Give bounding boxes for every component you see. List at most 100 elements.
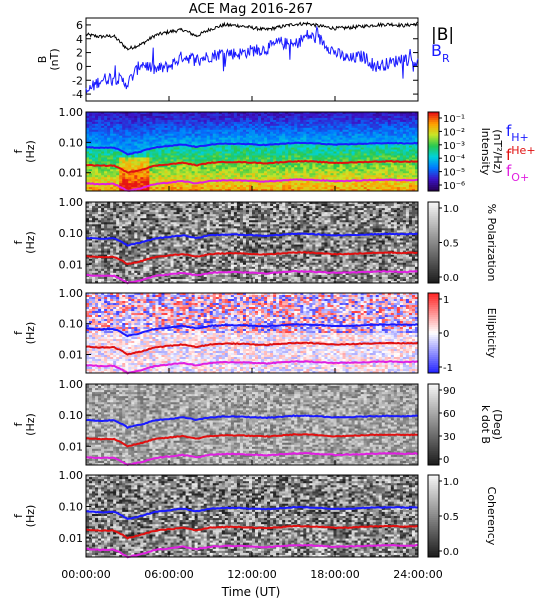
heatmap-cell	[393, 113, 398, 117]
heatmap-cell	[390, 187, 395, 190]
heatmap-cell	[315, 112, 319, 115]
heatmap-cell	[164, 153, 168, 156]
heatmap-cell	[101, 113, 105, 117]
heatmap-cell	[167, 157, 171, 160]
heatmap-cell	[95, 167, 99, 170]
heatmap-cell	[288, 131, 292, 135]
heatmap-cell	[242, 125, 247, 129]
heatmap-cell	[396, 127, 401, 131]
heatmap-cell	[158, 171, 162, 174]
heatmap-cell	[185, 167, 190, 170]
heatmap-cell	[390, 112, 395, 115]
heatmap-cell	[354, 187, 359, 190]
heatmap-cell	[218, 149, 223, 152]
heatmap-cell	[146, 163, 150, 166]
heatmap-cell	[324, 137, 328, 141]
heatmap-cell	[188, 133, 193, 137]
heatmap-cell	[264, 121, 268, 125]
heatmap-cell	[396, 119, 401, 123]
heatmap-cell	[285, 185, 289, 188]
heatmap-cell	[125, 149, 129, 152]
heatmap-cell	[236, 159, 241, 162]
heatmap-cell	[285, 117, 289, 121]
heatmap-cell	[252, 177, 256, 180]
heatmap-cell	[119, 157, 123, 160]
heatmap-cell	[173, 171, 177, 174]
heatmap-cell	[372, 177, 377, 180]
heatmap-cell	[312, 165, 316, 168]
heatmap-cell	[354, 165, 359, 168]
heatmap-cell	[315, 145, 319, 148]
heatmap-cell	[131, 131, 135, 135]
heatmap-cell	[209, 149, 214, 152]
heatmap-cell	[167, 173, 171, 176]
heatmap-cell	[297, 183, 301, 186]
heatmap-cell	[336, 155, 340, 158]
heatmap-cell	[185, 129, 190, 133]
heatmap-cell	[270, 175, 274, 178]
heatmap-cell	[282, 175, 286, 178]
heatmap-cell	[309, 147, 313, 150]
heatmap-cell	[354, 183, 359, 186]
heatmap-cell	[107, 181, 111, 184]
heatmap-cell	[288, 139, 292, 143]
heatmap-cell	[173, 169, 177, 172]
heatmap-cell	[360, 181, 365, 184]
heatmap-cell	[309, 187, 313, 190]
heatmap-cell	[318, 145, 322, 148]
heatmap-cell	[306, 139, 310, 143]
heatmap-cell	[351, 173, 356, 176]
heatmap-cell	[324, 185, 328, 188]
heatmap-cell	[119, 161, 123, 164]
heatmap-cell	[203, 147, 208, 150]
heatmap-cell	[227, 115, 232, 119]
heatmap-cell	[242, 139, 247, 143]
heatmap-cell	[212, 147, 217, 150]
heatmap-cell	[267, 123, 271, 127]
heatmap-cell	[393, 149, 398, 152]
heatmap-cell	[215, 177, 220, 180]
heatmap-cell	[270, 165, 274, 168]
heatmap-cell	[309, 123, 313, 127]
heatmap-cell	[255, 133, 259, 137]
heatmap-cell	[282, 187, 286, 190]
heatmap-cell	[303, 157, 307, 160]
heatmap-cell	[372, 187, 377, 190]
heatmap-cell	[134, 137, 138, 141]
heatmap-cell	[113, 163, 117, 166]
heatmap-cell	[342, 137, 346, 141]
heatmap-cell	[342, 123, 346, 127]
heatmap-cell	[104, 181, 108, 184]
heatmap-cell	[161, 112, 165, 115]
heatmap-cell	[375, 157, 380, 160]
heatmap-cell	[125, 141, 129, 145]
heatmap-cell	[107, 161, 111, 164]
heatmap-cell	[378, 189, 383, 192]
heatmap-cell	[306, 147, 310, 150]
heatmap-cell	[248, 163, 253, 166]
heatmap-cell	[261, 139, 265, 143]
heatmap-cell	[218, 159, 223, 162]
heatmap-cell	[285, 159, 289, 162]
heatmap-cell	[261, 131, 265, 135]
heatmap-cell	[200, 169, 205, 172]
heatmap-cell	[375, 177, 380, 180]
heatmap-cell	[387, 165, 392, 168]
heatmap-cell	[375, 125, 380, 129]
heatmap-cell	[285, 183, 289, 186]
heatmap-cell	[306, 165, 310, 168]
heatmap-cell	[351, 183, 356, 186]
heatmap-cell	[282, 139, 286, 143]
heatmap-cell	[143, 137, 147, 141]
heatmap-cell	[146, 137, 150, 141]
heatmap-cell	[339, 129, 343, 133]
heatmap-cell	[381, 149, 386, 152]
heatmap-cell	[179, 133, 183, 137]
heatmap-cell	[324, 171, 328, 174]
heatmap-cell	[197, 143, 202, 146]
heatmap-cell	[179, 145, 183, 148]
heatmap-cell	[209, 137, 214, 141]
heatmap-cell	[264, 173, 268, 176]
intensity-colorbar-tick-label: 10⁻¹	[443, 114, 465, 125]
heatmap-cell	[291, 171, 295, 174]
